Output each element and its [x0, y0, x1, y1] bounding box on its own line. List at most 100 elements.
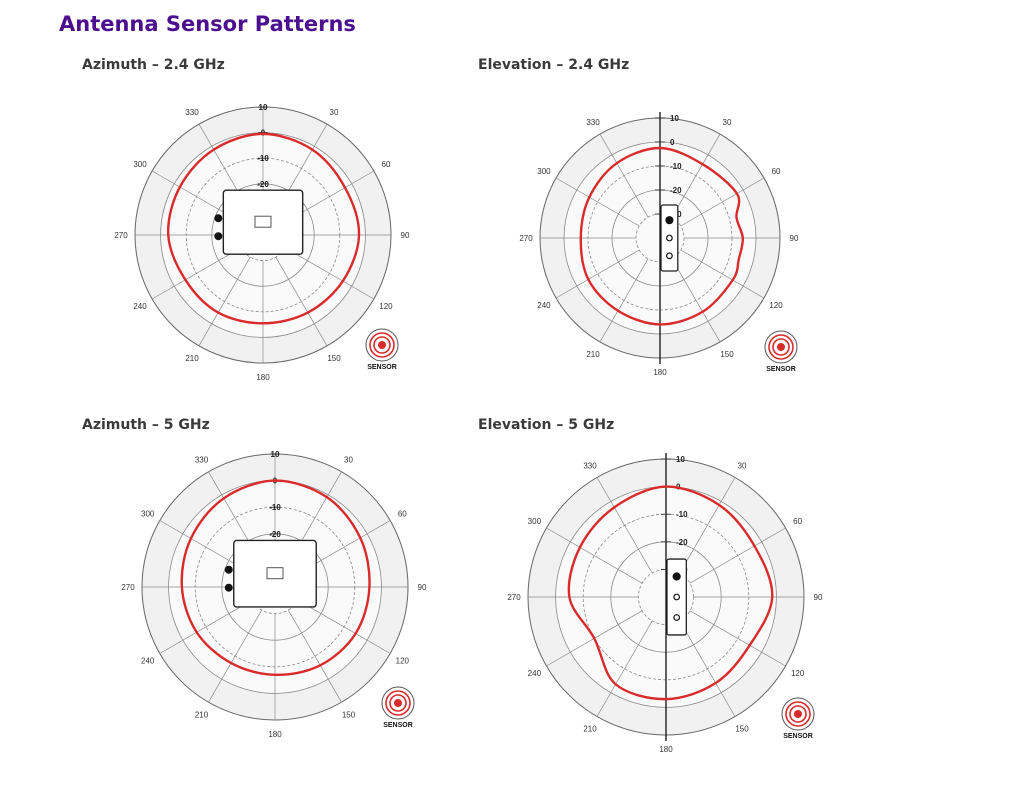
- radial-tick-label: -10: [676, 510, 688, 519]
- chart-title-azimuth-5: Azimuth – 5 GHz: [82, 417, 210, 433]
- angle-tick-label: 270: [507, 593, 521, 602]
- grid-spoke: [680, 177, 765, 227]
- grid-spoke: [555, 249, 640, 299]
- angle-tick-label: 30: [723, 118, 732, 127]
- angle-tick-label: 30: [330, 108, 339, 117]
- radial-tick-label: 0: [670, 138, 675, 147]
- badge-ring: [373, 336, 391, 354]
- angle-tick-label: 270: [114, 231, 128, 240]
- radial-tick-label: -10: [670, 162, 682, 171]
- angle-tick-label: 180: [256, 373, 270, 382]
- badge-ring: [785, 701, 811, 727]
- sensor-signal-icon: [781, 697, 815, 731]
- radial-tick-label: -20: [676, 538, 688, 547]
- angle-tick-label: 210: [185, 354, 199, 363]
- angle-tick-label: 150: [720, 350, 734, 359]
- angle-tick-label: 30: [738, 461, 747, 470]
- grid-spoke: [555, 177, 640, 227]
- badge-core: [378, 341, 386, 349]
- port-icon: [673, 593, 681, 601]
- radial-tick-label: -10: [257, 154, 269, 163]
- grid-spoke: [671, 258, 721, 343]
- angle-tick-label: 180: [653, 368, 667, 377]
- angle-tick-label: 180: [659, 745, 673, 754]
- angle-tick-label: 240: [537, 301, 551, 310]
- angle-tick-label: 240: [141, 657, 155, 666]
- radial-tick-label: -20: [269, 530, 281, 539]
- grid-spoke: [599, 133, 649, 218]
- angle-tick-label: 300: [141, 510, 155, 519]
- angle-tick-label: 150: [342, 710, 356, 719]
- angle-tick-label: 210: [583, 725, 597, 734]
- angle-tick-label: 330: [586, 118, 600, 127]
- pattern-trace: [579, 146, 745, 326]
- connector-icon: [224, 565, 233, 574]
- grid-spoke: [208, 609, 263, 703]
- grid-spoke: [596, 620, 653, 717]
- device-outline: [233, 539, 317, 608]
- angle-tick-label: 60: [772, 167, 781, 176]
- angle-tick-label: 60: [793, 517, 802, 526]
- angle-tick-label: 120: [379, 302, 393, 311]
- radial-tick-label: 10: [271, 450, 280, 459]
- angle-tick-label: 90: [814, 593, 823, 602]
- radial-tick-label: -20: [670, 186, 682, 195]
- badge-ring: [789, 705, 807, 723]
- grid-spoke: [599, 258, 649, 343]
- grid-spoke: [679, 477, 736, 574]
- angle-tick-label: 90: [418, 583, 427, 592]
- chart-title-elevation-24: Elevation – 2.4 GHz: [478, 57, 630, 73]
- angle-tick-label: 30: [344, 456, 353, 465]
- grid-spoke: [546, 527, 643, 584]
- angle-tick-label: 120: [769, 301, 783, 310]
- port-icon: [666, 252, 673, 260]
- pattern-trace: [567, 485, 774, 701]
- angle-tick-label: 300: [133, 160, 147, 169]
- sensor-badge-label: SENSOR: [783, 733, 813, 740]
- device-logo-icon: [266, 567, 284, 580]
- angle-tick-label: 330: [195, 456, 209, 465]
- sensor-signal-icon: [365, 328, 399, 362]
- angle-tick-label: 120: [791, 669, 805, 678]
- badge-ring: [369, 332, 395, 358]
- radial-tick-label: 10: [670, 114, 679, 123]
- grid-spoke: [689, 610, 786, 667]
- grid-spoke: [689, 527, 786, 584]
- port-icon: [665, 216, 674, 225]
- angle-tick-label: 180: [268, 730, 282, 739]
- angle-tick-label: 330: [583, 461, 597, 470]
- grid-spoke: [151, 247, 242, 300]
- grid-spoke: [287, 609, 342, 703]
- connector-icon: [214, 232, 223, 241]
- angle-tick-label: 150: [735, 725, 749, 734]
- connector-icon: [214, 214, 223, 223]
- grid-spoke: [297, 599, 391, 654]
- angle-tick-label: 270: [121, 583, 135, 592]
- angle-tick-label: 210: [586, 350, 600, 359]
- badge-ring: [768, 334, 794, 360]
- grid-spoke: [284, 247, 375, 300]
- pattern-trace: [167, 132, 361, 325]
- grid-spoke: [275, 256, 328, 347]
- angle-tick-label: 270: [519, 234, 533, 243]
- grid-spoke: [198, 256, 251, 347]
- connector-icon: [224, 583, 233, 592]
- angle-tick-label: 300: [528, 517, 542, 526]
- radial-tick-label: -10: [269, 503, 281, 512]
- page-title: Antenna Sensor Patterns: [59, 12, 356, 36]
- badge-ring: [772, 338, 790, 356]
- badge-ring: [385, 690, 411, 716]
- angle-tick-label: 330: [185, 108, 199, 117]
- grid-spoke: [679, 620, 736, 717]
- badge-core: [394, 699, 402, 707]
- angle-tick-label: 120: [396, 657, 410, 666]
- chart-title-azimuth-24: Azimuth – 2.4 GHz: [82, 57, 225, 73]
- angle-tick-label: 150: [327, 354, 341, 363]
- grid-spoke: [680, 249, 765, 299]
- port-icon: [672, 572, 681, 581]
- pattern-trace: [180, 479, 371, 676]
